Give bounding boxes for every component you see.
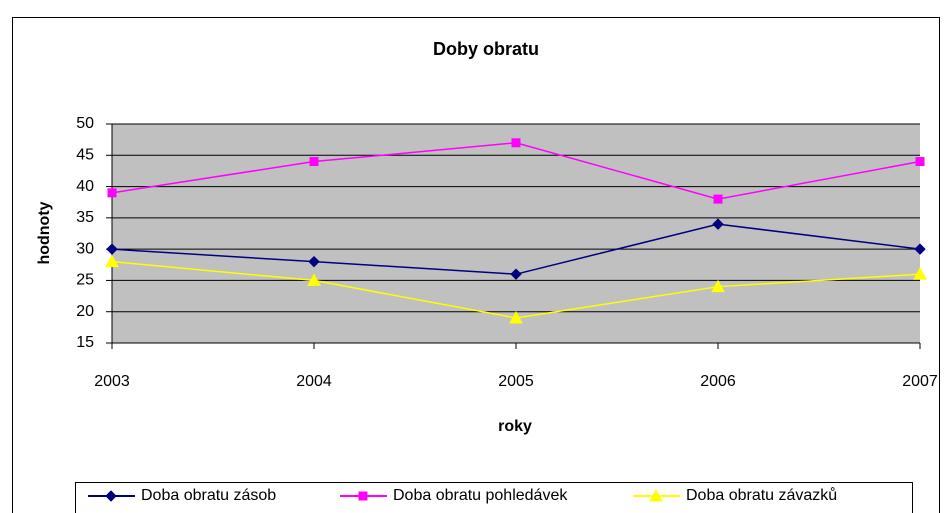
legend-label: Doba obratu zásob (141, 487, 276, 504)
y-tick-label: 40 (76, 178, 94, 195)
data-point (712, 218, 724, 230)
data-point (309, 157, 319, 167)
legend-marker (358, 491, 368, 501)
y-tick-label: 45 (76, 147, 94, 164)
data-point (511, 138, 521, 148)
data-point (106, 243, 118, 255)
y-tick-label: 20 (76, 303, 94, 320)
plot-area (112, 124, 920, 343)
data-point (509, 310, 523, 324)
y-tick-label: 25 (76, 272, 94, 289)
x-tick-label: 2007 (902, 373, 938, 390)
x-tick-label: 2005 (498, 373, 534, 390)
data-point (713, 194, 723, 204)
data-point (105, 254, 119, 268)
x-tick-label: 2003 (94, 373, 130, 390)
legend-label: Doba obratu pohledávek (393, 487, 568, 504)
legend-marker (649, 488, 663, 502)
data-point (914, 243, 926, 255)
legend-marker (105, 490, 117, 502)
data-point (913, 267, 927, 280)
y-tick-label: 15 (76, 334, 94, 351)
data-point (107, 188, 117, 198)
data-point (308, 255, 320, 268)
y-axis-title: hodnoty (36, 201, 53, 264)
data-point (307, 273, 321, 286)
x-axis-title: roky (498, 418, 532, 435)
chart-title: Doby obratu (433, 39, 539, 59)
y-tick-label: 30 (76, 240, 94, 257)
x-tick-label: 2004 (296, 373, 332, 390)
y-tick-label: 35 (76, 209, 94, 226)
legend-box (75, 482, 913, 513)
legend-label: Doba obratu závazků (686, 486, 837, 504)
data-point (711, 279, 725, 293)
x-tick-label: 2006 (700, 373, 736, 390)
data-point (915, 157, 925, 167)
data-point (510, 268, 522, 280)
y-tick-label: 50 (76, 115, 94, 132)
